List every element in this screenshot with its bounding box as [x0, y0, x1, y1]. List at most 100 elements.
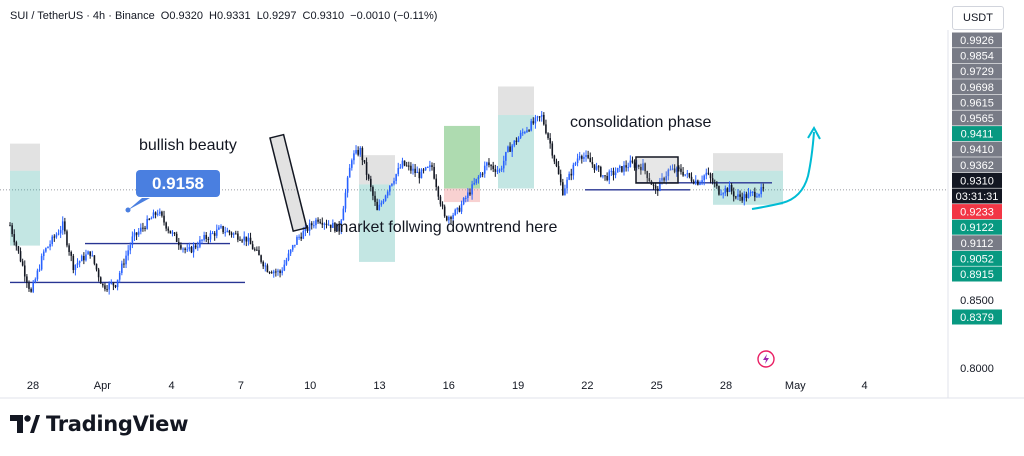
candle-body	[133, 232, 136, 237]
candle-body	[429, 165, 431, 167]
candle-body	[256, 249, 258, 251]
candle-body	[266, 265, 269, 273]
candle-body	[732, 191, 735, 197]
candle-body	[68, 245, 70, 253]
candle-body	[59, 230, 62, 234]
candle-body	[287, 253, 290, 261]
candle-body	[467, 192, 469, 198]
candle-body	[553, 155, 556, 162]
candle-body	[190, 247, 193, 253]
downtrend-note: market follwing downtrend here	[335, 219, 557, 236]
candle-body	[627, 167, 630, 169]
candle-body	[342, 208, 345, 221]
candle-body	[116, 279, 119, 288]
candle-body	[675, 167, 678, 172]
price-tick-label: 0.9233	[960, 207, 994, 219]
candle-body	[310, 223, 313, 226]
candle-body	[606, 175, 608, 181]
candle-body	[264, 265, 267, 267]
candle-body	[184, 248, 186, 250]
candle-body	[386, 191, 389, 196]
candle-body	[70, 252, 72, 256]
candle-body	[171, 232, 174, 234]
candle-body	[321, 222, 324, 225]
candle-body	[502, 160, 505, 169]
price-tag	[952, 235, 1002, 251]
price-tag	[952, 172, 1002, 188]
tradingview-logo[interactable]: TradingView	[10, 412, 188, 436]
candle-body	[526, 130, 528, 133]
candle-body	[262, 261, 264, 267]
price-tick-label: 0.9362	[960, 160, 994, 172]
candle-body	[673, 168, 676, 172]
candle-body	[372, 186, 374, 196]
candle-body	[232, 233, 235, 235]
candle-body	[456, 207, 459, 210]
candle-body	[545, 124, 547, 134]
candle-body	[89, 251, 91, 256]
candle-body	[159, 211, 161, 214]
candle-body	[21, 261, 24, 266]
zone-d-stop	[498, 86, 534, 116]
candle-body	[180, 245, 182, 249]
candle-body	[38, 269, 41, 271]
candle-series	[9, 111, 765, 295]
candle-body	[659, 180, 661, 192]
candle-body	[47, 246, 49, 249]
candle-body	[215, 229, 218, 236]
candle-body	[705, 172, 708, 176]
tradingview-logo-icon	[10, 415, 40, 433]
candle-body	[281, 270, 283, 274]
price-tick-label: 0.9112	[961, 238, 994, 250]
price-tag	[952, 157, 1002, 173]
candle-body	[758, 194, 760, 197]
candle-body	[182, 248, 184, 250]
candle-body	[462, 197, 465, 205]
candle-body	[564, 188, 566, 196]
candle-body	[64, 221, 66, 232]
candle-body	[469, 192, 471, 195]
currency-button[interactable]: USDT	[952, 6, 1004, 30]
candle-body	[338, 224, 340, 232]
candle-body	[623, 165, 625, 172]
zone-e-target	[713, 170, 783, 205]
candle-body	[51, 236, 53, 245]
candle-body	[23, 265, 26, 277]
candle-body	[140, 227, 142, 232]
candle-body	[756, 196, 758, 198]
lightning-icon	[757, 350, 775, 368]
candle-body	[515, 140, 518, 142]
candle-body	[678, 167, 680, 169]
candle-body	[319, 221, 321, 223]
candle-body	[148, 218, 151, 220]
candle-body	[80, 255, 83, 262]
candle-body	[36, 270, 39, 280]
candle-body	[654, 185, 657, 189]
candle-body	[163, 215, 165, 223]
candle-body	[152, 212, 155, 219]
candle-body	[327, 224, 330, 226]
candle-body	[275, 271, 277, 273]
symbol-label[interactable]: SUI / TetherUS · 4h · Binance	[10, 10, 155, 22]
candle-body	[494, 169, 497, 172]
candle-body	[93, 255, 96, 264]
candle-body	[540, 114, 543, 117]
candle-body	[209, 233, 212, 240]
price-tick-label: 0.9122	[960, 222, 994, 234]
candle-body	[361, 147, 364, 161]
candle-body	[498, 169, 501, 171]
price-tick-label: 03:31:31	[956, 191, 999, 203]
candle-body	[188, 247, 191, 250]
candle-body	[313, 225, 315, 227]
candle-body	[709, 173, 712, 179]
candle-body	[226, 230, 229, 233]
candle-body	[26, 276, 28, 283]
candle-body	[393, 180, 395, 184]
candle-body	[587, 155, 589, 158]
candle-body	[443, 206, 446, 217]
candle-body	[486, 162, 488, 166]
projection-arrow	[751, 131, 815, 210]
candle-body	[260, 255, 262, 262]
bullish-beauty-note: bullish beauty	[139, 137, 237, 154]
